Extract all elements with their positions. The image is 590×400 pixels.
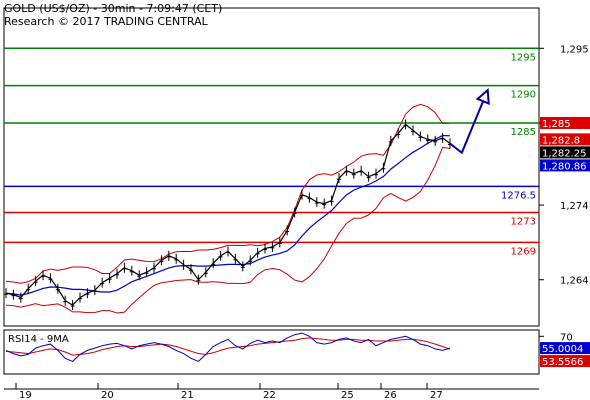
price-tag-label: 1,280.86 (542, 161, 587, 172)
price-line (5, 123, 451, 306)
rsi-panel-frame (3, 329, 540, 375)
x-tick-label: 21 (181, 390, 194, 400)
rsi-tag (540, 342, 590, 355)
y-tick-label: 1,264 (560, 276, 589, 287)
projection-arrow-head (475, 88, 490, 106)
rsi-tag-label: 55.0004 (542, 344, 583, 355)
price-tag-blue (540, 159, 590, 172)
x-tick-label: 27 (430, 390, 443, 400)
chart-subtitle: Research © 2017 TRADING CENTRAL (4, 15, 208, 28)
price-tag-label: 1,282.8 (542, 135, 580, 146)
price-tag-last (540, 146, 590, 159)
x-tick-label: 25 (341, 390, 354, 400)
level-label: 1269 (511, 246, 536, 257)
x-tick-label: 26 (384, 390, 397, 400)
x-tick-label: 19 (19, 390, 32, 400)
bollinger-upper-line (5, 103, 451, 284)
price-panel-frame (3, 7, 540, 327)
moving-average-line (5, 134, 451, 296)
rsi-ma-line (5, 337, 451, 356)
price-tag-label: 1,285 (542, 119, 571, 130)
price-tag-red (540, 116, 590, 129)
x-tick-label: 22 (263, 390, 276, 400)
price-tag-red (540, 133, 590, 146)
bollinger-lower-line (5, 146, 451, 314)
rsi-ma-tag-label: 53.5566 (542, 357, 583, 368)
y-tick-label: 1,274 (560, 201, 589, 212)
rsi-label: RSI14 - 9MA (8, 334, 69, 345)
rsi-ma-tag (540, 355, 590, 368)
x-tick-label: 20 (101, 390, 114, 400)
rsi-line (5, 332, 451, 362)
rsi-tick-label: 70 (560, 332, 573, 343)
level-label: 1276.5 (501, 190, 536, 201)
price-tag-label: 1,282.25 (542, 148, 587, 159)
level-label: 1290 (511, 90, 536, 101)
level-label: 1295 (511, 52, 536, 63)
level-label: 1285 (511, 127, 536, 138)
y-tick-label: 1,295 (560, 44, 589, 55)
level-label: 1273 (511, 217, 536, 228)
projection-arrow-line (449, 89, 489, 155)
